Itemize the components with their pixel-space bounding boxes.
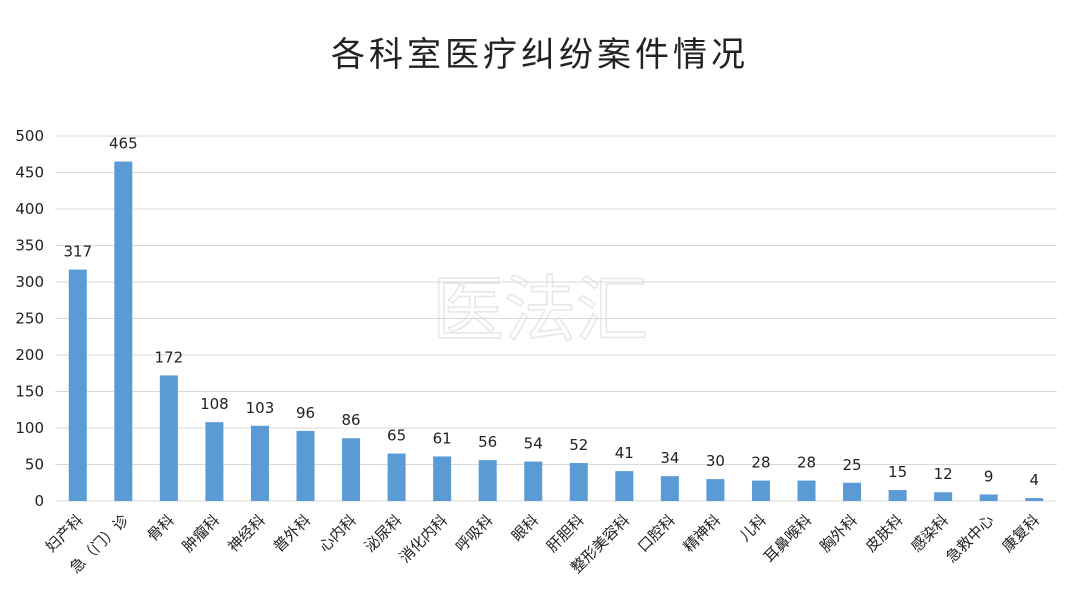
data-label: 96 [296, 404, 315, 422]
x-tick-label: 呼吸科 [452, 511, 497, 556]
bar [934, 492, 953, 501]
x-tick-label: 儿科 [736, 511, 770, 545]
bar [68, 269, 87, 501]
data-label: 30 [706, 452, 725, 470]
bar [979, 494, 998, 501]
y-tick-label: 100 [15, 419, 44, 437]
data-label: 41 [615, 444, 634, 462]
x-tick-label: 眼科 [508, 511, 542, 545]
x-tick-label: 精神科 [680, 511, 725, 556]
bar [751, 480, 770, 501]
y-tick-label: 450 [15, 164, 44, 182]
x-tick-label: 消化内科 [396, 511, 451, 566]
bar [250, 425, 269, 501]
x-tick-label: 急救中心 [942, 511, 997, 566]
y-tick-label: 300 [15, 273, 44, 291]
x-tick-label: 感染科 [907, 511, 952, 556]
data-label: 52 [569, 436, 588, 454]
gridlines [55, 135, 1057, 502]
data-label: 9 [984, 467, 994, 485]
x-tick-label: 骨科 [144, 511, 178, 545]
x-tick-label: 口腔科 [634, 511, 679, 556]
data-labels: 317 465 172 108 103 96 86 65 61 56 54 52 41 34 30 28 28 2… [63, 135, 1039, 490]
x-tick-label: 泌尿科 [361, 511, 406, 556]
bar [524, 461, 543, 501]
bar [706, 479, 725, 501]
y-tick-label: 500 [15, 127, 44, 145]
x-tick-label: 妇产科 [42, 511, 87, 556]
data-label: 28 [797, 454, 816, 472]
data-label: 465 [109, 135, 138, 153]
data-label: 56 [478, 433, 497, 451]
y-axis-ticks: 0 50 100 150 200 250 300 350 400 450 500 [15, 127, 44, 510]
data-label: 12 [934, 465, 953, 483]
bar [296, 430, 315, 501]
bar [660, 476, 679, 501]
data-label: 172 [155, 348, 184, 366]
y-tick-label: 150 [15, 383, 44, 401]
data-label: 54 [524, 435, 543, 453]
bar [342, 438, 361, 501]
bar [888, 490, 907, 501]
data-label: 4 [1029, 471, 1039, 489]
x-tick-label: 皮肤科 [862, 511, 907, 556]
chart-title: 各科室医疗纠纷案件情况 [331, 35, 749, 75]
x-tick-label: 康复科 [998, 511, 1043, 556]
y-tick-label: 50 [25, 456, 44, 474]
x-tick-label: 肝胆科 [543, 511, 588, 556]
watermark: 医法汇 [432, 268, 648, 352]
bar [1025, 498, 1044, 501]
bar [114, 161, 133, 502]
data-label: 86 [341, 411, 360, 429]
bar [205, 422, 224, 501]
y-tick-label: 250 [15, 310, 44, 328]
data-label: 65 [387, 427, 406, 445]
x-tick-label: 耳鼻喉科 [760, 511, 815, 566]
y-tick-label: 350 [15, 237, 44, 255]
x-tick-label: 普外科 [270, 511, 315, 556]
x-tick-label: 心内科 [315, 511, 360, 556]
data-label: 15 [888, 463, 907, 481]
data-label: 28 [751, 454, 770, 472]
data-label: 103 [246, 399, 275, 417]
bar [843, 482, 862, 501]
y-tick-label: 200 [15, 346, 44, 364]
y-tick-label: 400 [15, 200, 44, 218]
bar [387, 453, 406, 501]
bar [433, 456, 452, 501]
x-tick-label: 神经科 [224, 511, 269, 556]
x-tick-label: 胸外科 [816, 511, 861, 556]
bar [159, 375, 178, 501]
bar [569, 463, 588, 501]
data-label: 317 [63, 243, 92, 261]
bar [615, 471, 634, 501]
data-label: 108 [200, 395, 229, 413]
bar [478, 460, 497, 501]
y-tick-label: 0 [34, 492, 44, 510]
x-tick-label: 肿瘤科 [179, 511, 224, 556]
bar [797, 480, 816, 501]
data-label: 34 [660, 449, 679, 467]
data-label: 25 [842, 456, 861, 474]
bars [68, 161, 1044, 502]
data-label: 61 [433, 429, 452, 447]
